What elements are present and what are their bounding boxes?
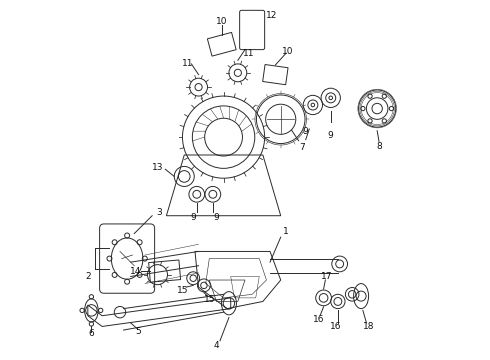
Text: 15: 15 [203, 295, 215, 304]
Text: 13: 13 [152, 163, 164, 172]
Text: 7: 7 [299, 143, 305, 152]
Text: 2: 2 [85, 272, 91, 281]
Text: 4: 4 [214, 341, 219, 350]
Text: 15: 15 [177, 286, 188, 295]
Text: 12: 12 [266, 11, 277, 20]
Text: 10: 10 [216, 17, 227, 26]
Text: 5: 5 [135, 327, 141, 336]
Text: 8: 8 [376, 142, 382, 151]
Text: 16: 16 [330, 322, 342, 331]
Text: 11: 11 [243, 49, 254, 58]
Text: 14: 14 [130, 267, 142, 276]
Text: 9: 9 [190, 213, 196, 222]
Text: 9: 9 [302, 127, 308, 136]
Text: 6: 6 [89, 329, 94, 338]
Text: 16: 16 [313, 315, 324, 324]
Text: 17: 17 [321, 272, 333, 281]
Text: 9: 9 [214, 213, 220, 222]
Text: 1: 1 [283, 227, 289, 236]
Text: 9: 9 [328, 131, 334, 140]
Text: 18: 18 [363, 322, 374, 331]
Text: 10: 10 [282, 47, 294, 56]
Text: 3: 3 [156, 208, 162, 217]
Text: 11: 11 [182, 59, 194, 68]
